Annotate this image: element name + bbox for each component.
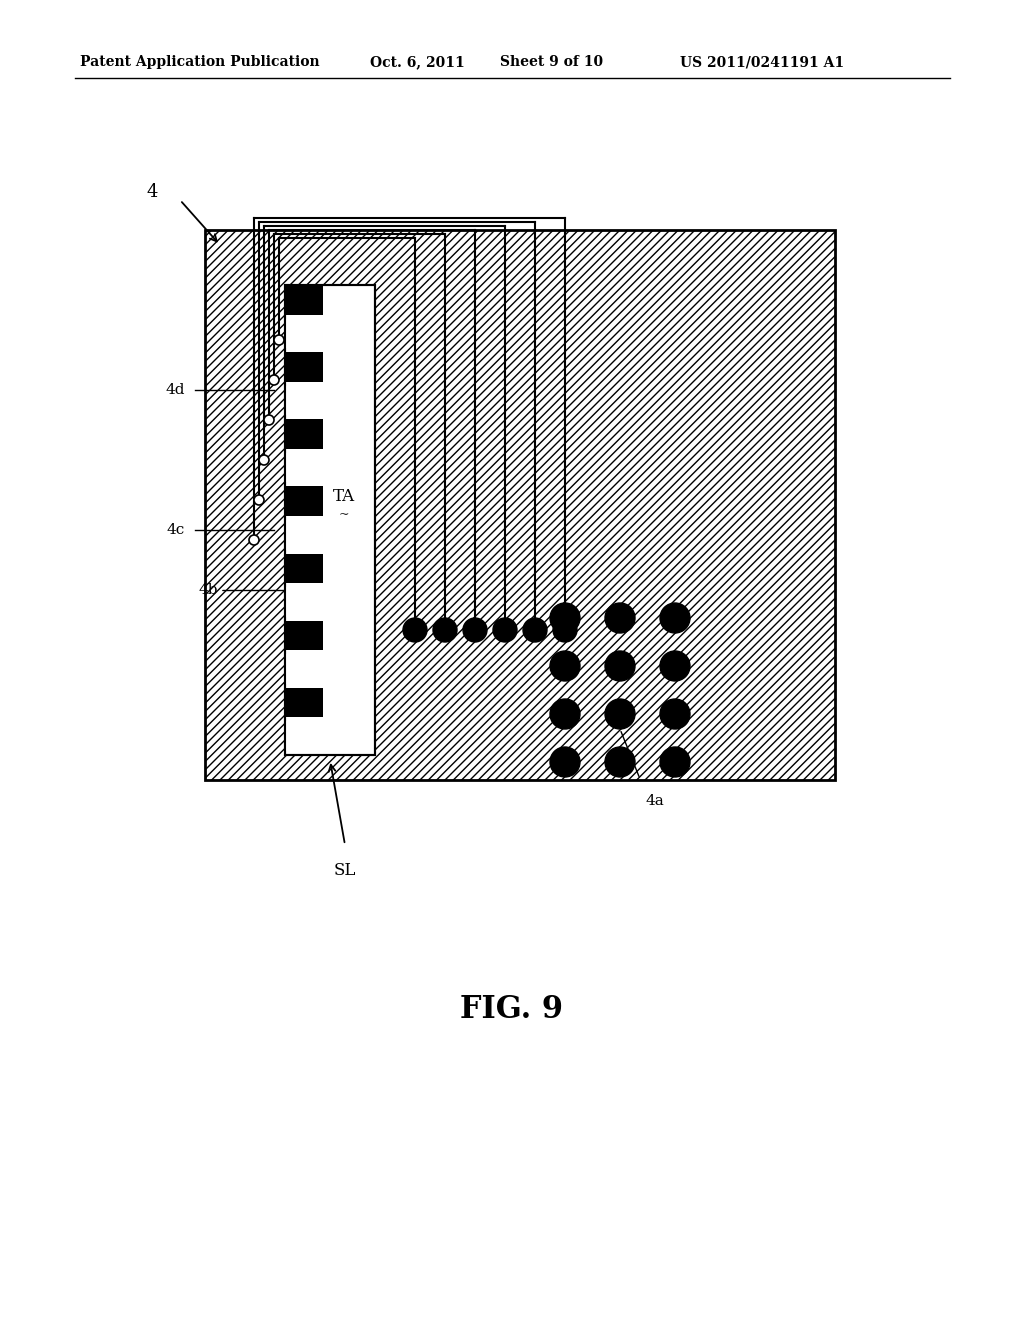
Text: TA: TA xyxy=(333,488,354,506)
Circle shape xyxy=(660,747,690,777)
Bar xyxy=(285,352,323,381)
Circle shape xyxy=(553,618,577,642)
Bar xyxy=(285,553,323,583)
Text: 4: 4 xyxy=(146,183,158,201)
Bar xyxy=(285,385,323,416)
Circle shape xyxy=(605,651,635,681)
Circle shape xyxy=(463,618,487,642)
Text: ~: ~ xyxy=(338,508,349,521)
Bar xyxy=(285,420,323,449)
Circle shape xyxy=(550,700,580,729)
Text: FIG. 9: FIG. 9 xyxy=(461,994,563,1026)
Bar xyxy=(285,453,323,482)
Circle shape xyxy=(550,651,580,681)
Circle shape xyxy=(550,747,580,777)
Text: SL: SL xyxy=(334,862,356,879)
Circle shape xyxy=(249,535,259,545)
Bar xyxy=(285,688,323,717)
Circle shape xyxy=(660,651,690,681)
Bar xyxy=(205,230,835,780)
Circle shape xyxy=(259,455,269,465)
Circle shape xyxy=(523,618,547,642)
Text: 4b: 4b xyxy=(199,583,218,598)
Circle shape xyxy=(660,603,690,634)
Bar xyxy=(285,285,375,755)
Circle shape xyxy=(660,700,690,729)
Bar xyxy=(285,620,323,651)
Circle shape xyxy=(605,700,635,729)
Text: Patent Application Publication: Patent Application Publication xyxy=(80,55,319,69)
Circle shape xyxy=(605,747,635,777)
Bar xyxy=(285,520,323,549)
Bar xyxy=(285,722,323,751)
Text: Sheet 9 of 10: Sheet 9 of 10 xyxy=(500,55,603,69)
Bar xyxy=(285,587,323,616)
Text: 4d: 4d xyxy=(166,383,185,397)
Circle shape xyxy=(550,603,580,634)
Circle shape xyxy=(274,335,284,345)
Bar xyxy=(285,318,323,348)
Circle shape xyxy=(403,618,427,642)
Text: US 2011/0241191 A1: US 2011/0241191 A1 xyxy=(680,55,844,69)
Text: 4a: 4a xyxy=(645,795,664,808)
Bar xyxy=(285,285,375,755)
Text: 4c: 4c xyxy=(167,523,185,537)
Circle shape xyxy=(269,375,279,385)
Circle shape xyxy=(254,495,264,506)
Circle shape xyxy=(433,618,457,642)
Circle shape xyxy=(493,618,517,642)
Text: Oct. 6, 2011: Oct. 6, 2011 xyxy=(370,55,465,69)
Circle shape xyxy=(605,603,635,634)
Bar xyxy=(285,487,323,516)
Circle shape xyxy=(264,414,274,425)
Bar xyxy=(285,655,323,684)
Bar xyxy=(285,285,323,314)
